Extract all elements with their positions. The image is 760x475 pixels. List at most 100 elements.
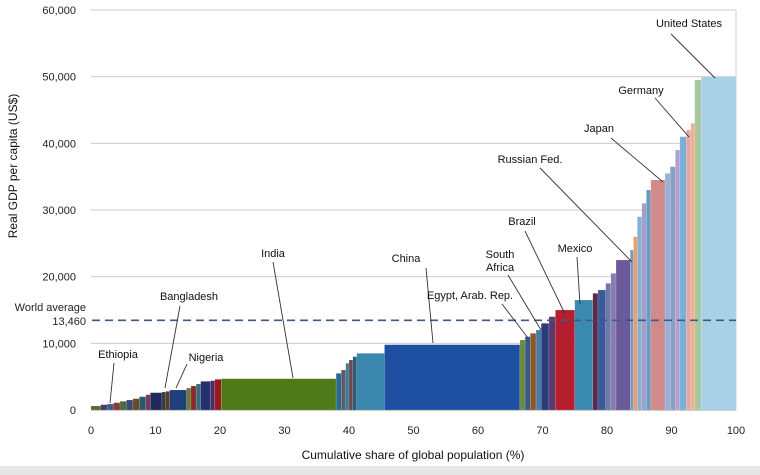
leader-line — [670, 33, 716, 79]
bar — [356, 353, 385, 411]
bar — [345, 363, 350, 411]
y-tick-label: 60,000 — [42, 5, 76, 17]
y-tick-label: 0 — [70, 405, 76, 417]
bar — [165, 391, 170, 411]
bar — [214, 379, 222, 411]
annotation-india: India — [261, 248, 286, 260]
leader-line — [164, 305, 181, 389]
bar — [530, 333, 537, 411]
x-tick-label: 100 — [727, 425, 745, 437]
bar — [690, 123, 695, 411]
bar — [541, 323, 550, 411]
bar — [630, 249, 634, 411]
annotation-leaders — [109, 33, 716, 404]
bar — [186, 387, 192, 411]
bar — [524, 336, 531, 411]
bar — [161, 391, 167, 411]
x-tick-label: 70 — [536, 425, 548, 437]
y-tick-label: 30,000 — [42, 205, 76, 217]
bottom-strip — [0, 466, 760, 475]
bar — [664, 173, 671, 411]
bar — [221, 378, 337, 411]
bar — [675, 149, 681, 411]
leader-line — [109, 362, 115, 404]
x-tick-label: 50 — [407, 425, 419, 437]
x-tick-label: 90 — [665, 425, 677, 437]
annotation-bangladesh: Bangladesh — [160, 291, 218, 303]
x-tick-label: 20 — [214, 425, 226, 437]
bar — [113, 402, 121, 411]
bar — [633, 236, 638, 411]
annotation-mexico: Mexico — [558, 243, 593, 255]
bar — [335, 373, 342, 411]
bar — [535, 329, 542, 411]
bar — [150, 392, 163, 411]
x-tick-label: 0 — [88, 425, 94, 437]
bar — [637, 216, 643, 411]
bar — [119, 401, 127, 411]
gridlines — [91, 9, 737, 411]
y-axis-title: Real GDP per capita (US$) — [6, 94, 20, 239]
bar — [605, 283, 612, 411]
bar — [169, 389, 187, 411]
x-axis-title: Cumulative share of global population (%… — [302, 448, 525, 462]
leader-line — [539, 167, 633, 263]
leader-line — [654, 97, 690, 138]
annotation-nigeria: Nigeria — [189, 352, 225, 364]
annotation-japan: Japan — [584, 123, 614, 135]
leader-line — [507, 274, 542, 331]
bar — [615, 259, 631, 411]
bar — [190, 385, 197, 411]
annotation-egypt: Egypt, Arab. Rep. — [427, 290, 513, 302]
bar — [210, 380, 216, 411]
bar — [90, 405, 101, 411]
bar — [610, 273, 617, 411]
leader-line — [501, 303, 529, 339]
annotation-united-states: United States — [656, 18, 723, 30]
y-tick-label: 50,000 — [42, 72, 76, 84]
annotation-south: South — [486, 249, 515, 261]
annotation-brazil: Brazil — [508, 216, 536, 228]
x-tick-label: 40 — [343, 425, 355, 437]
bar — [195, 383, 201, 411]
y-tick-label: 20,000 — [42, 272, 76, 284]
leader-line — [610, 137, 664, 183]
leader-line — [272, 261, 294, 379]
y-tick-label: 40,000 — [42, 138, 76, 150]
bars — [90, 76, 737, 411]
x-tick-label: 60 — [472, 425, 484, 437]
bar — [200, 381, 211, 411]
bar — [679, 136, 687, 411]
bar — [352, 356, 357, 411]
leader-line — [576, 256, 581, 305]
annotation-germany: Germany — [618, 85, 664, 97]
bar — [597, 289, 606, 411]
world-average-value: 13,460 — [52, 316, 86, 328]
leader-line — [425, 267, 434, 344]
annotation-russian-fed: Russian Fed. — [498, 154, 563, 166]
leader-line — [524, 230, 566, 315]
bar — [641, 203, 647, 411]
annotation-africa: Africa — [486, 262, 515, 274]
bar — [650, 179, 666, 411]
bar — [592, 293, 599, 411]
x-tick-label: 30 — [278, 425, 290, 437]
bar — [106, 403, 114, 411]
bar — [670, 166, 676, 411]
bar — [700, 76, 737, 411]
bar — [519, 339, 526, 411]
bar — [694, 79, 702, 411]
bar — [126, 399, 134, 411]
x-tick-label: 80 — [601, 425, 613, 437]
bar — [574, 299, 594, 411]
y-tick-label: 10,000 — [42, 338, 76, 350]
bar — [348, 359, 354, 411]
world-average-label: World average — [15, 302, 86, 314]
bar — [686, 129, 692, 411]
leader-line — [175, 363, 188, 389]
annotation-ethiopia: Ethiopia — [98, 349, 139, 361]
x-tick-label: 10 — [149, 425, 161, 437]
annotation-china: China — [392, 253, 422, 265]
bar — [548, 316, 556, 411]
